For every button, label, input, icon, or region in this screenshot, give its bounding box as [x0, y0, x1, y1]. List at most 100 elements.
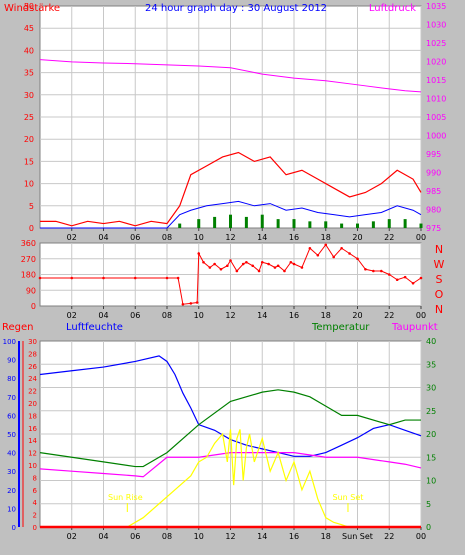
time-tick-label: 08 — [162, 233, 172, 242]
time-tick-label: 06 — [130, 311, 140, 320]
direction-point — [165, 276, 169, 280]
direction-point — [324, 243, 328, 247]
time-tick-label: 14 — [257, 311, 267, 320]
compass-label: S — [436, 273, 443, 286]
direction-y-tick-label: 360 — [21, 239, 36, 248]
humidity-y-tick-label: 100 — [3, 338, 16, 346]
wind-y-tick-label: 15 — [24, 157, 34, 166]
rain-y-tick-label: 12 — [28, 450, 37, 458]
direction-point — [403, 275, 407, 279]
climate-series-line-3 — [127, 429, 349, 528]
time-tick-label: 02 — [67, 532, 77, 541]
direction-point — [245, 260, 248, 264]
direction-point — [387, 273, 391, 276]
wind-y-tick-label: 40 — [24, 46, 34, 55]
time-tick-label: 14 — [257, 233, 267, 242]
pressure-y-tick-label: 990 — [426, 169, 441, 178]
direction-point — [316, 253, 320, 257]
pressure-axis-title: Luftdruck — [369, 3, 416, 14]
direction-point — [273, 266, 277, 269]
time-tick-label: 16 — [289, 233, 299, 242]
pressure-y-tick-label: 1025 — [426, 39, 446, 48]
rain-y-tick-label: 0 — [33, 524, 37, 532]
compass-label: N — [435, 303, 443, 316]
direction-point — [235, 269, 239, 273]
direction-point — [308, 246, 312, 250]
pressure-y-tick-label: 995 — [426, 150, 441, 159]
humidity-y-tick-label: 40 — [7, 450, 16, 458]
direction-point — [395, 278, 399, 282]
rain-y-tick-label: 10 — [28, 462, 37, 470]
direction-point — [372, 269, 375, 273]
direction-y-tick-label: 0 — [31, 302, 36, 311]
climate-series-line-0 — [39, 355, 422, 457]
time-tick-label: 02 — [67, 233, 77, 242]
direction-point — [348, 252, 351, 255]
compass-label: O — [435, 288, 444, 301]
temperature-y-tick-label: 40 — [426, 337, 436, 346]
temperature-y-tick-label: 10 — [426, 477, 436, 486]
series-line-1 — [40, 151, 422, 227]
time-tick-label: 12 — [225, 311, 235, 320]
pressure-y-tick-label: 1000 — [426, 132, 446, 141]
time-tick-label: 10 — [194, 532, 204, 541]
temperature-y-tick-label: 30 — [426, 384, 436, 393]
humidity-y-tick-label: 60 — [7, 412, 16, 420]
rain-y-tick-label: 8 — [33, 474, 37, 482]
time-tick-label: 04 — [98, 233, 108, 242]
time-tick-label: 22 — [384, 311, 394, 320]
time-tick-label: 00 — [416, 233, 426, 242]
direction-y-tick-label: 180 — [21, 271, 36, 280]
time-tick-label: 20 — [352, 311, 362, 320]
wind-y-tick-label: 5 — [29, 202, 34, 211]
time-tick-label: 10 — [194, 311, 204, 320]
humidity-y-tick-label: 80 — [7, 375, 16, 383]
direction-point — [276, 264, 280, 268]
humidity-y-tick-label: 70 — [7, 394, 16, 402]
time-tick-label: 10 — [194, 233, 204, 242]
rain-y-tick-label: 6 — [33, 487, 38, 495]
rain-axis-title: Regen — [2, 322, 34, 333]
wind-y-tick-label: 20 — [24, 135, 34, 144]
humidity-axis-title: Luftfeuchte — [66, 322, 123, 333]
rain-y-tick-label: 4 — [33, 499, 38, 507]
temperature-y-tick-label: 15 — [426, 453, 436, 462]
pressure-y-tick-label: 980 — [426, 206, 441, 215]
pressure-y-tick-label: 1035 — [426, 2, 446, 11]
temperature-y-tick-label: 5 — [426, 500, 431, 509]
pressure-y-tick-label: 975 — [426, 224, 441, 233]
direction-point — [260, 260, 264, 264]
time-tick-label: 22 — [384, 532, 394, 541]
wind-y-tick-label: 25 — [24, 113, 34, 122]
time-tick-label: Sun Set — [342, 532, 373, 541]
climate-series-line-2 — [39, 452, 422, 478]
direction-point — [267, 262, 270, 266]
direction-point — [176, 276, 180, 280]
time-tick-label: 04 — [98, 532, 108, 541]
dewpoint-axis-title: Taupunkt — [391, 322, 438, 333]
rain-y-tick-label: 2 — [33, 512, 37, 520]
direction-point — [229, 259, 232, 262]
direction-point — [189, 302, 193, 305]
time-tick-label: 06 — [130, 532, 140, 541]
humidity-y-tick-label: 20 — [7, 487, 16, 495]
compass-label: W — [434, 258, 445, 271]
direction-point — [213, 262, 216, 266]
humidity-y-tick-label: 0 — [12, 524, 16, 532]
time-tick-label: 00 — [416, 532, 426, 541]
direction-point — [364, 267, 367, 271]
rain-y-tick-label: 28 — [28, 350, 37, 358]
direction-point — [38, 276, 42, 280]
direction-point — [226, 264, 229, 268]
wind-axis-title: Windstärke — [4, 3, 60, 14]
direction-point — [300, 266, 304, 269]
time-tick-label: 08 — [162, 532, 172, 541]
series-line-2 — [40, 200, 422, 229]
chart-title: 24 hour graph day : 30 August 2012 — [145, 3, 327, 14]
time-tick-label: 00 — [416, 311, 426, 320]
humidity-y-tick-label: 90 — [7, 357, 16, 365]
rain-y-tick-label: 24 — [28, 375, 37, 383]
direction-point — [380, 269, 383, 273]
pressure-y-tick-label: 1015 — [426, 76, 446, 85]
